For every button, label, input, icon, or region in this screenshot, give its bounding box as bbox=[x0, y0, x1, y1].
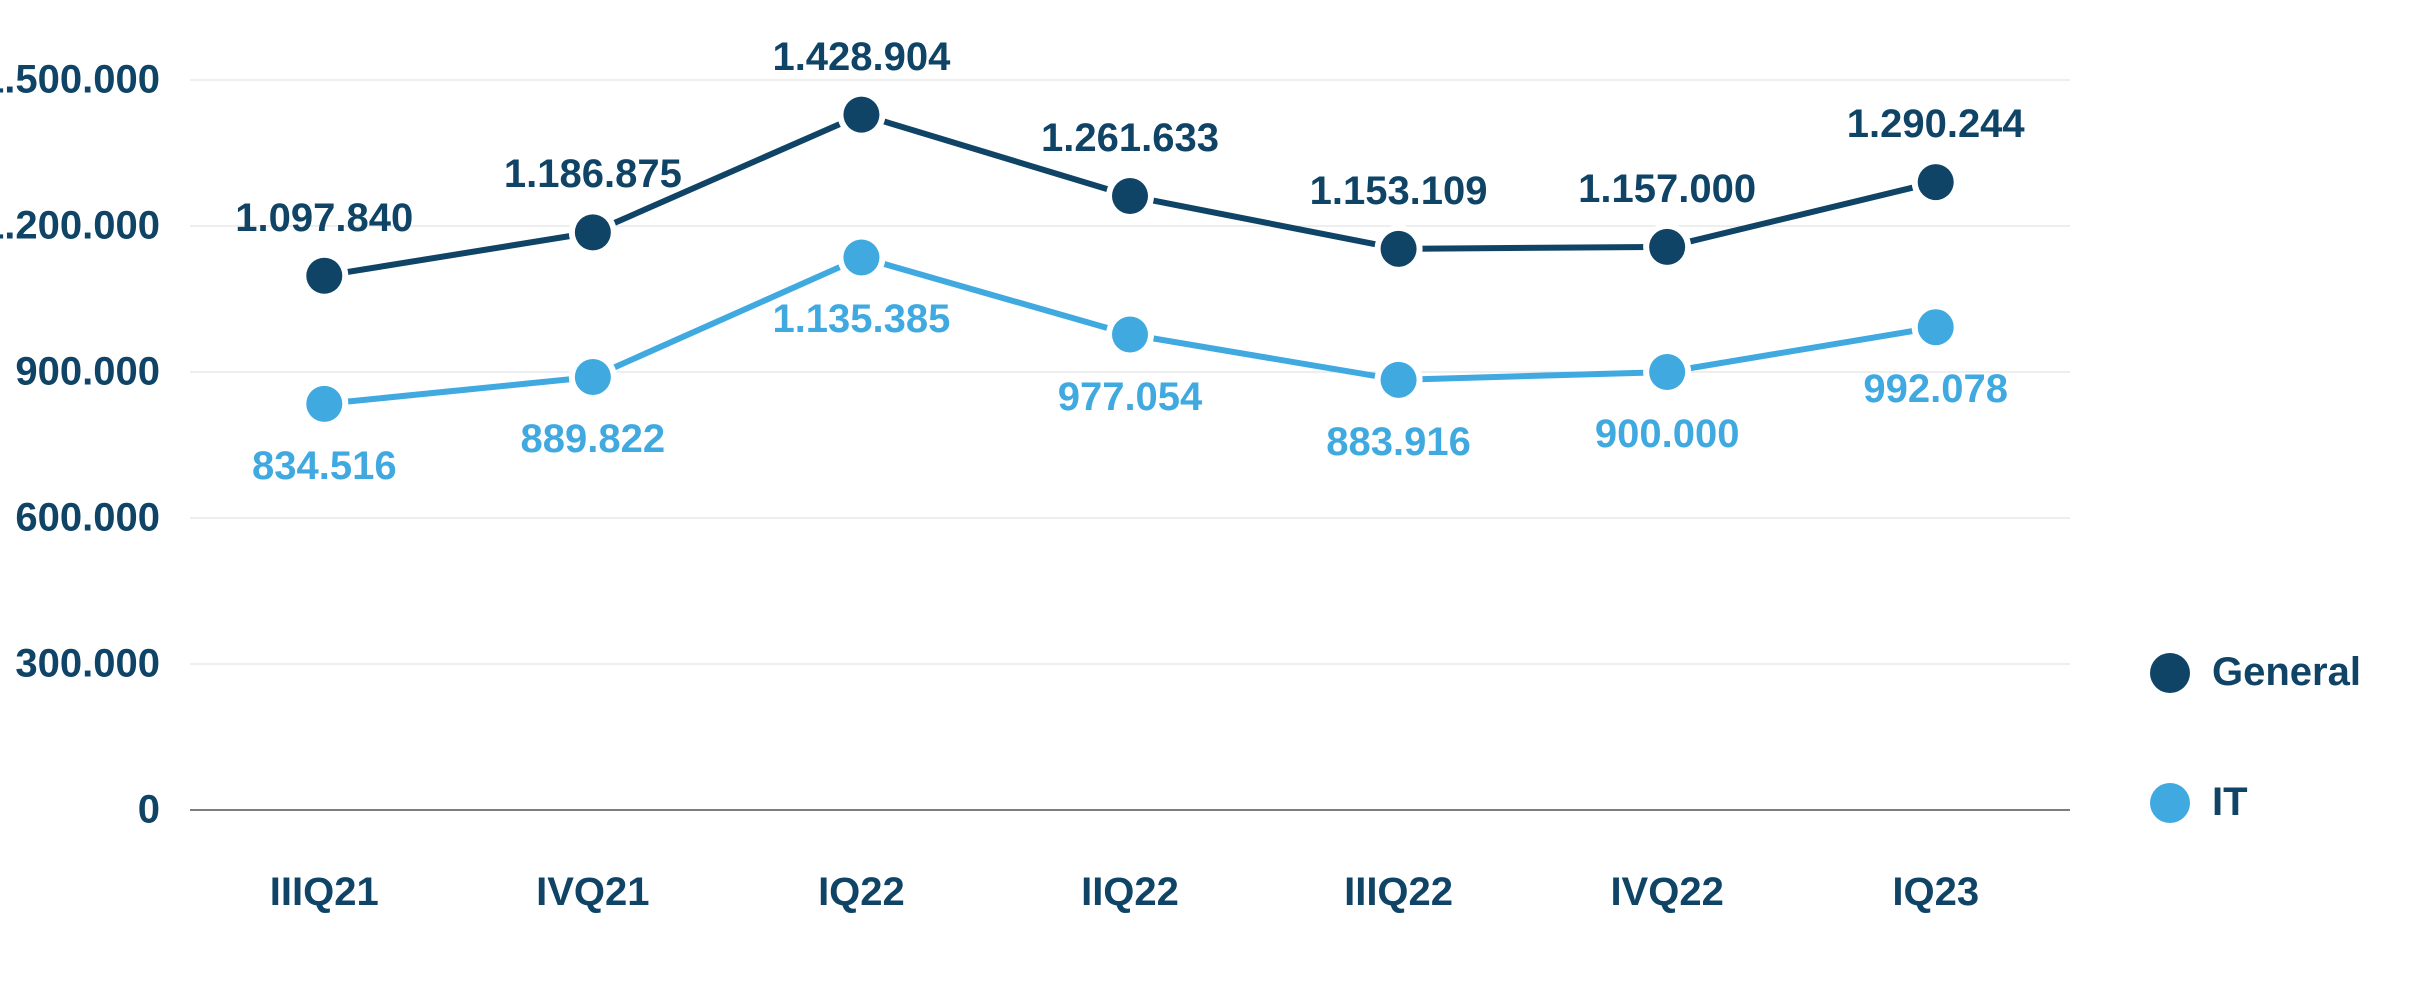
series-marker bbox=[1381, 231, 1417, 267]
y-tick-label: 1.500.000 bbox=[0, 58, 160, 103]
series-marker bbox=[1918, 164, 1954, 200]
data-point-label: 1.153.109 bbox=[1310, 169, 1488, 214]
series-marker bbox=[843, 239, 879, 275]
y-tick-label: 0 bbox=[138, 788, 160, 833]
x-tick-label: IQ23 bbox=[1892, 870, 1979, 915]
x-tick-label: IVQ21 bbox=[536, 870, 649, 915]
series-marker bbox=[575, 359, 611, 395]
legend-marker-icon bbox=[2150, 653, 2190, 693]
data-point-label: 1.428.904 bbox=[772, 35, 950, 80]
legend-label: IT bbox=[2212, 780, 2248, 825]
series-marker bbox=[1381, 362, 1417, 398]
data-point-label: 900.000 bbox=[1595, 412, 1740, 457]
series-marker bbox=[306, 258, 342, 294]
data-point-label: 1.157.000 bbox=[1578, 167, 1756, 212]
x-tick-label: IVQ22 bbox=[1610, 870, 1723, 915]
data-point-label: 1.135.385 bbox=[772, 297, 950, 342]
data-point-label: 834.516 bbox=[252, 444, 397, 489]
data-point-label: 1.290.244 bbox=[1847, 102, 2025, 147]
series-marker bbox=[1112, 178, 1148, 214]
legend-item: IT bbox=[2150, 780, 2248, 825]
data-point-label: 1.097.840 bbox=[235, 196, 413, 241]
y-tick-label: 900.000 bbox=[15, 350, 160, 395]
series-marker bbox=[1918, 309, 1954, 345]
data-point-label: 1.186.875 bbox=[504, 152, 682, 197]
y-tick-label: 600.000 bbox=[15, 496, 160, 541]
series-marker bbox=[1649, 229, 1685, 265]
series-marker bbox=[306, 386, 342, 422]
data-point-label: 1.261.633 bbox=[1041, 116, 1219, 161]
series-marker bbox=[1112, 317, 1148, 353]
data-point-label: 889.822 bbox=[521, 417, 666, 462]
data-point-label: 992.078 bbox=[1863, 367, 2008, 412]
legend-marker-icon bbox=[2150, 783, 2190, 823]
legend-label: General bbox=[2212, 650, 2361, 695]
y-tick-label: 1.200.000 bbox=[0, 204, 160, 249]
x-tick-label: IIQ22 bbox=[1081, 870, 1179, 915]
y-tick-label: 300.000 bbox=[15, 642, 160, 687]
legend-item: General bbox=[2150, 650, 2361, 695]
series-marker bbox=[1649, 354, 1685, 390]
data-point-label: 883.916 bbox=[1326, 420, 1471, 465]
series-marker bbox=[843, 97, 879, 133]
x-tick-label: IIIQ21 bbox=[270, 870, 379, 915]
series-marker bbox=[575, 214, 611, 250]
x-tick-label: IQ22 bbox=[818, 870, 905, 915]
line-chart: 0 300.000 600.000 900.000 1.200.000 1.500.000… bbox=[0, 0, 2410, 990]
x-tick-label: IIIQ22 bbox=[1344, 870, 1453, 915]
data-point-label: 977.054 bbox=[1058, 375, 1203, 420]
